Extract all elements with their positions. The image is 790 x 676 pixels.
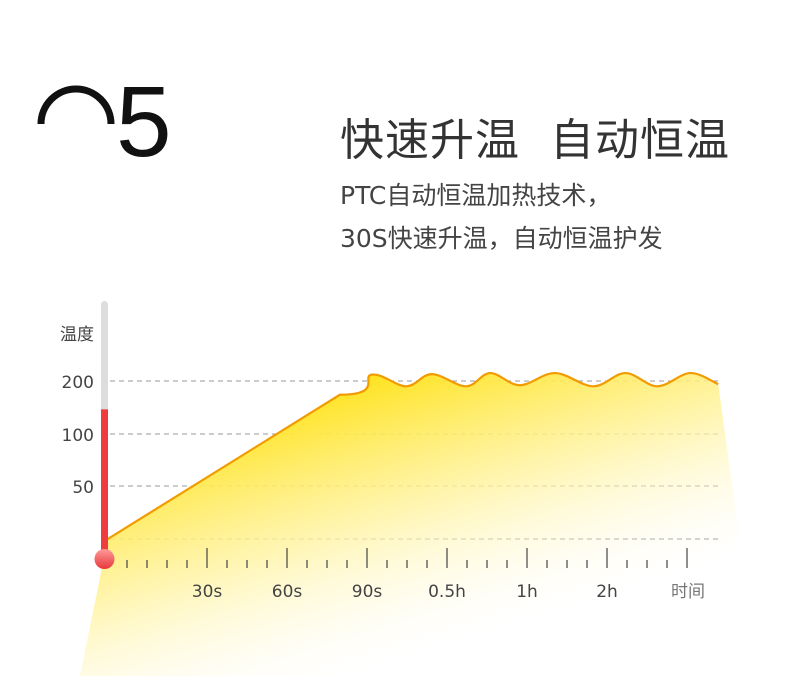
- subtitle-line-1: PTC自动恒温加热技术，: [340, 181, 612, 210]
- x-tick-label: 60s: [272, 582, 303, 602]
- y-tick-label: 100: [62, 426, 94, 446]
- thermometer-bulb: [94, 549, 115, 569]
- x-tick-label: 30s: [192, 582, 223, 602]
- x-tick-label: 90s: [352, 582, 383, 602]
- subtitle-line-2: 30S快速升温，自动恒温护发: [340, 224, 663, 253]
- thermometer-mercury: [101, 409, 108, 559]
- logo-05: 5: [37, 66, 172, 178]
- y-axis-label: 温度: [60, 325, 94, 345]
- y-tick-label: 200: [62, 373, 94, 393]
- temperature-line: [107, 371, 719, 540]
- x-tick-label: 2h: [596, 582, 618, 602]
- logo-zero-arc: [37, 85, 115, 125]
- x-tick-label: 0.5h: [428, 582, 466, 602]
- area-fill: [80, 373, 759, 676]
- logo-number: 5: [116, 66, 172, 178]
- page-title: 快速升温 自动恒温: [340, 115, 730, 166]
- x-tick-label: 1h: [516, 582, 538, 602]
- x-axis-label: 时间: [671, 582, 705, 602]
- y-tick-label: 50: [72, 478, 94, 498]
